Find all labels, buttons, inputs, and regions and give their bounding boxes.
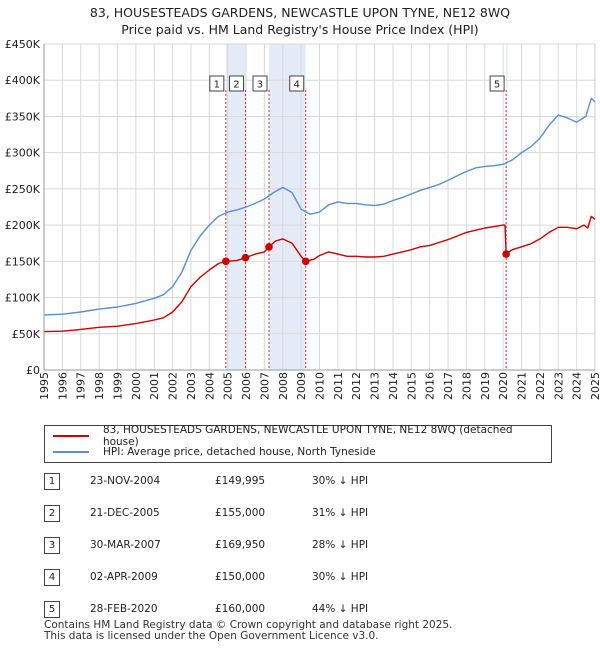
x-tick-label: 2009 xyxy=(295,372,308,400)
x-tick-label: 2003 xyxy=(185,372,198,400)
y-tick-label: £400K xyxy=(5,74,41,87)
sale-label: 3 xyxy=(257,80,263,91)
x-tick-label: 2023 xyxy=(552,372,565,400)
x-tick-label: 2008 xyxy=(277,372,290,400)
transaction-number: 4 xyxy=(44,569,60,586)
transaction-row: 3 30-MAR-2007 £169,950 28% ↓ HPI xyxy=(44,537,564,554)
transaction-date: 28-FEB-2020 xyxy=(90,603,158,615)
x-tick-label: 2002 xyxy=(167,372,180,400)
transaction-number: 5 xyxy=(44,601,60,618)
transaction-row: 5 28-FEB-2020 £160,000 44% ↓ HPI xyxy=(44,601,564,618)
x-tick-label: 2010 xyxy=(314,372,327,400)
legend-item-hpi: HPI: Average price, detached house, Nort… xyxy=(53,444,376,460)
x-tick-label: 1995 xyxy=(38,372,51,400)
x-tick-label: 2013 xyxy=(369,372,382,400)
x-tick-label: 1998 xyxy=(93,372,106,400)
x-tick-label: 2011 xyxy=(332,372,345,400)
x-tick-label: 2001 xyxy=(148,372,161,400)
legend-label-hpi: HPI: Average price, detached house, Nort… xyxy=(103,446,376,458)
transaction-hpi-diff: 31% ↓ HPI xyxy=(312,507,369,519)
y-tick-label: £0 xyxy=(26,364,40,377)
transaction-date: 21-DEC-2005 xyxy=(90,507,160,519)
transaction-date: 02-APR-2009 xyxy=(90,571,158,583)
transaction-price: £150,000 xyxy=(215,571,266,583)
x-tick-label: 2005 xyxy=(222,372,235,400)
legend-item-property: 83, HOUSESTEADS GARDENS, NEWCASTLE UPON … xyxy=(53,424,551,448)
sale-point xyxy=(265,243,273,251)
transaction-row: 4 02-APR-2009 £150,000 30% ↓ HPI xyxy=(44,569,564,586)
x-tick-label: 2021 xyxy=(516,372,529,400)
sale-label-box xyxy=(289,75,305,92)
x-tick-label: 2004 xyxy=(203,372,216,400)
property-line xyxy=(43,215,596,333)
x-tick-label: 2014 xyxy=(387,372,400,400)
x-tick-label: 2016 xyxy=(424,372,437,400)
y-tick-label: £300K xyxy=(5,147,41,160)
sale-label-box xyxy=(252,75,268,92)
y-tick-label: £350K xyxy=(5,110,41,123)
shaded-band xyxy=(225,44,246,370)
x-tick-label: 2022 xyxy=(534,372,547,400)
x-tick-label: 2006 xyxy=(240,372,253,400)
x-tick-label: 2000 xyxy=(130,372,143,400)
sale-point xyxy=(241,253,250,262)
transaction-number: 1 xyxy=(44,473,60,490)
legend-swatch-hpi xyxy=(53,451,89,453)
y-tick-label: £100K xyxy=(5,292,41,305)
shaded-band xyxy=(506,44,508,370)
transaction-hpi-diff: 28% ↓ HPI xyxy=(312,539,369,551)
x-tick-label: 2018 xyxy=(460,372,473,400)
y-tick-label: £50K xyxy=(12,328,41,341)
transaction-hpi-diff: 30% ↓ HPI xyxy=(312,571,369,583)
x-tick-label: 2015 xyxy=(405,372,418,400)
sale-label: 5 xyxy=(494,80,500,91)
transaction-date: 23-NOV-2004 xyxy=(90,475,161,487)
y-tick-label: £150K xyxy=(5,255,41,268)
transaction-row: 1 23-NOV-2004 £149,995 30% ↓ HPI xyxy=(44,473,564,490)
x-tick-label: 1996 xyxy=(56,372,69,400)
y-tick-label: £250K xyxy=(5,183,41,196)
x-tick-label: 2007 xyxy=(258,372,271,400)
transaction-hpi-diff: 44% ↓ HPI xyxy=(312,603,369,615)
x-tick-label: 2019 xyxy=(479,372,492,400)
transaction-date: 30-MAR-2007 xyxy=(90,539,161,551)
sale-label: 1 xyxy=(214,80,220,91)
x-tick-label: 2024 xyxy=(571,372,584,400)
sale-label-box xyxy=(228,75,244,92)
x-tick-label: 2017 xyxy=(442,372,455,400)
sale-label-box xyxy=(489,75,505,92)
transaction-row: 2 21-DEC-2005 £155,000 31% ↓ HPI xyxy=(44,505,564,522)
y-tick-label: £450K xyxy=(5,38,41,51)
sale-point xyxy=(301,257,310,266)
sale-point xyxy=(502,250,510,258)
sale-label-box xyxy=(209,75,225,92)
sale-point xyxy=(222,257,230,266)
legend-label-property: 83, HOUSESTEADS GARDENS, NEWCASTLE UPON … xyxy=(102,424,513,448)
x-tick-label: 2012 xyxy=(350,372,363,400)
sale-label: 2 xyxy=(233,80,239,91)
sale-label: 4 xyxy=(294,80,300,91)
transaction-price: £155,000 xyxy=(215,507,266,519)
footer-licence: This data is licensed under the Open Gov… xyxy=(44,630,379,642)
transaction-price: £160,000 xyxy=(215,603,266,615)
transaction-hpi-diff: 30% ↓ HPI xyxy=(312,475,369,487)
transaction-price: £169,950 xyxy=(215,539,266,551)
transaction-price: £149,995 xyxy=(215,475,266,487)
y-tick-label: £200K xyxy=(5,219,41,232)
x-tick-label: 1997 xyxy=(75,372,88,400)
price-chart: 1 2 3 4 5 £0 £50K £100K £150K £200K £250K £300K £350… xyxy=(5,38,600,400)
x-tick-label: 2020 xyxy=(497,372,510,400)
transaction-number: 2 xyxy=(44,505,60,522)
x-tick-label: 2025 xyxy=(589,372,600,400)
x-tick-label: 1999 xyxy=(111,372,124,400)
chart-title: 83, HOUSESTEADS GARDENS, NEWCASTLE UPON … xyxy=(89,5,511,20)
transaction-number: 3 xyxy=(44,537,60,554)
footer-copyright: Contains HM Land Registry data © Crown c… xyxy=(44,619,453,631)
chart-subtitle: Price paid vs. HM Land Registry's House … xyxy=(121,22,479,37)
legend-swatch-property xyxy=(53,435,89,437)
hpi-line xyxy=(43,97,596,316)
chart-legend: 83, HOUSESTEADS GARDENS, NEWCASTLE UPON … xyxy=(44,424,552,463)
